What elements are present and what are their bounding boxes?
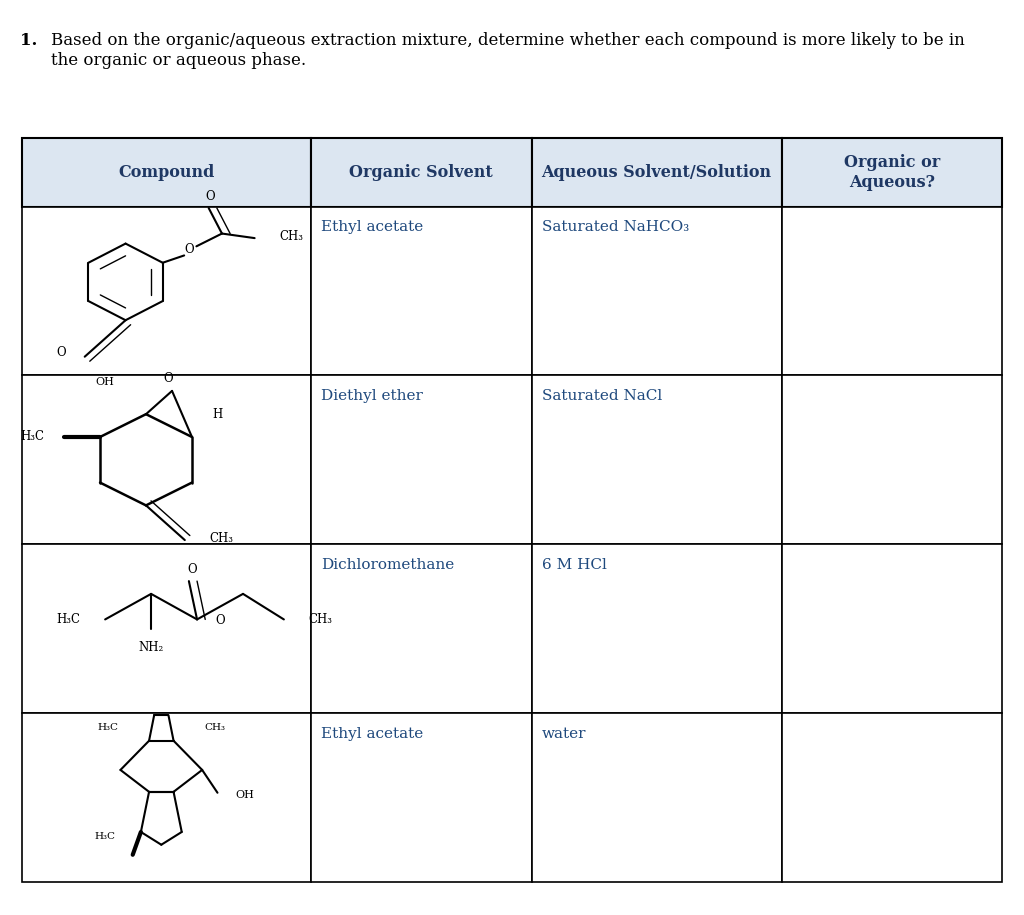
Text: Aqueous Solvent/Solution: Aqueous Solvent/Solution bbox=[542, 164, 772, 181]
Text: Dichloromethane: Dichloromethane bbox=[322, 558, 455, 572]
FancyBboxPatch shape bbox=[311, 713, 531, 882]
Text: Compound: Compound bbox=[118, 164, 215, 181]
FancyBboxPatch shape bbox=[531, 544, 781, 713]
FancyBboxPatch shape bbox=[22, 713, 311, 882]
Text: CH₃: CH₃ bbox=[280, 230, 303, 242]
Text: O: O bbox=[205, 189, 214, 202]
Text: 1.: 1. bbox=[20, 32, 38, 49]
Text: H₃C: H₃C bbox=[56, 613, 81, 626]
Text: OH: OH bbox=[95, 377, 114, 387]
FancyBboxPatch shape bbox=[311, 138, 531, 207]
FancyBboxPatch shape bbox=[22, 544, 311, 713]
Text: O: O bbox=[215, 614, 225, 627]
Text: Ethyl acetate: Ethyl acetate bbox=[322, 727, 424, 740]
Text: O: O bbox=[187, 563, 197, 576]
Text: CH₃: CH₃ bbox=[209, 532, 233, 544]
Text: Ethyl acetate: Ethyl acetate bbox=[322, 221, 424, 234]
Text: CH₃: CH₃ bbox=[204, 724, 225, 733]
FancyBboxPatch shape bbox=[311, 544, 531, 713]
Text: Organic or
Aqueous?: Organic or Aqueous? bbox=[844, 154, 940, 190]
FancyBboxPatch shape bbox=[311, 207, 531, 375]
FancyBboxPatch shape bbox=[22, 138, 311, 207]
FancyBboxPatch shape bbox=[781, 544, 1002, 713]
FancyBboxPatch shape bbox=[781, 375, 1002, 544]
FancyBboxPatch shape bbox=[531, 138, 781, 207]
Text: O: O bbox=[163, 371, 173, 384]
Text: Saturated NaCl: Saturated NaCl bbox=[542, 389, 663, 404]
FancyBboxPatch shape bbox=[781, 138, 1002, 207]
FancyBboxPatch shape bbox=[781, 207, 1002, 375]
FancyBboxPatch shape bbox=[531, 375, 781, 544]
Text: O: O bbox=[56, 346, 67, 359]
Text: OH: OH bbox=[236, 790, 255, 800]
Text: H: H bbox=[212, 408, 222, 421]
Text: Diethyl ether: Diethyl ether bbox=[322, 389, 423, 404]
Text: H₃C: H₃C bbox=[97, 724, 119, 733]
Text: Based on the organic/aqueous extraction mixture, determine whether each compound: Based on the organic/aqueous extraction … bbox=[51, 32, 965, 69]
Text: CH₃: CH₃ bbox=[308, 613, 333, 626]
Text: Saturated NaHCO₃: Saturated NaHCO₃ bbox=[542, 221, 689, 234]
Text: H₃C: H₃C bbox=[94, 832, 116, 841]
Text: water: water bbox=[542, 727, 587, 740]
Text: 6 M HCl: 6 M HCl bbox=[542, 558, 606, 572]
FancyBboxPatch shape bbox=[781, 713, 1002, 882]
FancyBboxPatch shape bbox=[531, 713, 781, 882]
Text: NH₂: NH₂ bbox=[138, 641, 164, 654]
Text: H₃C: H₃C bbox=[19, 430, 44, 444]
FancyBboxPatch shape bbox=[311, 375, 531, 544]
Text: Organic Solvent: Organic Solvent bbox=[349, 164, 494, 181]
Text: O: O bbox=[184, 243, 195, 256]
FancyBboxPatch shape bbox=[22, 207, 311, 375]
FancyBboxPatch shape bbox=[22, 375, 311, 544]
FancyBboxPatch shape bbox=[531, 207, 781, 375]
